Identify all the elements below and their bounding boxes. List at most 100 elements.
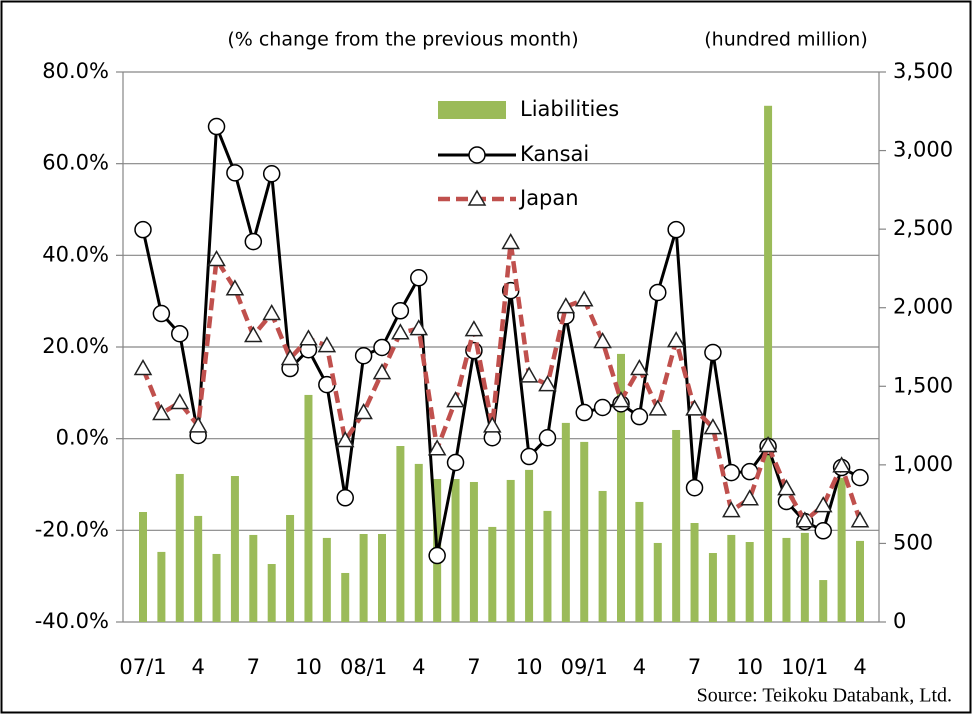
marker: [133, 359, 153, 376]
marker: [685, 478, 704, 497]
marker: [556, 297, 576, 314]
marker: [758, 436, 778, 453]
marker: [851, 468, 869, 487]
bar: [819, 580, 828, 622]
bar: [304, 394, 313, 622]
marker: [740, 489, 759, 506]
marker: [667, 220, 685, 239]
marker: [170, 392, 190, 410]
legend-marker: [468, 146, 486, 164]
bar: [617, 353, 625, 622]
bar: [580, 441, 589, 622]
marker: [538, 429, 557, 447]
line: [141, 125, 861, 558]
marker: [336, 489, 354, 507]
marker: [244, 232, 263, 251]
right-axis-label: (hundred million): [704, 29, 868, 51]
marker: [648, 399, 668, 416]
marker: [813, 496, 833, 513]
y2-tick-label: 1,000: [893, 452, 953, 476]
marker: [134, 220, 152, 239]
marker: [299, 329, 318, 346]
marker: [483, 416, 502, 433]
bar: [653, 542, 662, 622]
legend-label: Kansai: [520, 142, 589, 166]
marker: [244, 326, 263, 343]
x-tick-label: 10: [516, 655, 543, 679]
marker: [446, 453, 465, 472]
marker: [391, 302, 410, 320]
bar: [727, 534, 736, 622]
marker: [630, 359, 649, 376]
bar: [506, 479, 515, 622]
marker: [722, 501, 741, 518]
marker: [464, 320, 484, 337]
x-tick-label: 07/1: [119, 655, 166, 679]
y2-tick-label: 2,500: [893, 216, 953, 240]
bar: [194, 515, 203, 622]
marker: [519, 366, 539, 383]
bar: [708, 553, 717, 622]
marker: [280, 348, 300, 366]
x-tick-label: 7: [247, 655, 260, 679]
bar: [672, 429, 681, 622]
marker: [171, 324, 189, 343]
y2-tick-label: 2,000: [893, 295, 953, 319]
x-tick-label: 08/1: [340, 655, 387, 679]
bar: [543, 510, 552, 622]
bar: [745, 542, 754, 622]
bar: [690, 523, 699, 622]
marker: [427, 439, 447, 456]
x-tick-label: 7: [467, 655, 480, 679]
x-tick-label: 4: [633, 655, 646, 679]
y-tick-label: -20.0%: [35, 517, 109, 541]
marker: [666, 331, 686, 348]
marker: [520, 447, 538, 466]
bar: [561, 422, 570, 622]
marker: [262, 304, 281, 321]
bar: [157, 551, 166, 622]
left-axis-label: (% change from the previous month): [227, 29, 578, 51]
y2-tick-label: 500: [893, 530, 933, 554]
marker: [207, 249, 226, 267]
legend-swatch: [438, 101, 506, 119]
line: [140, 240, 863, 523]
legend-marker: [467, 189, 487, 206]
y-tick-label: 80.0%: [42, 59, 109, 83]
x-tick-label: 09/1: [561, 655, 608, 679]
y-tick-label: 0.0%: [56, 426, 109, 450]
marker: [593, 398, 612, 417]
bar: [378, 534, 386, 622]
marker: [722, 463, 741, 482]
bar: [396, 446, 405, 622]
marker: [850, 511, 870, 528]
marker: [795, 511, 815, 528]
marker: [703, 418, 723, 435]
x-tick-label: 4: [853, 655, 866, 679]
marker: [354, 403, 373, 420]
x-tick-label: 10: [736, 655, 763, 679]
marker: [391, 323, 410, 340]
y-tick-label: -40.0%: [35, 609, 109, 633]
x-tick-label: 7: [688, 655, 701, 679]
marker: [152, 304, 171, 323]
bar: [414, 463, 423, 622]
bar: [230, 476, 239, 622]
marker: [410, 269, 428, 287]
marker: [538, 375, 557, 392]
y2-tick-label: 1,500: [893, 373, 953, 397]
y-tick-label: 40.0%: [42, 242, 109, 266]
y2-tick-label: 3,000: [893, 138, 953, 162]
marker: [575, 403, 593, 422]
marker: [225, 279, 245, 296]
bar: [286, 514, 295, 622]
y-tick-label: 60.0%: [42, 151, 109, 175]
marker: [630, 407, 649, 426]
marker: [685, 399, 704, 416]
marker: [188, 416, 208, 433]
marker: [777, 479, 796, 496]
marker: [335, 430, 355, 448]
bar: [267, 564, 276, 622]
marker: [226, 164, 244, 182]
